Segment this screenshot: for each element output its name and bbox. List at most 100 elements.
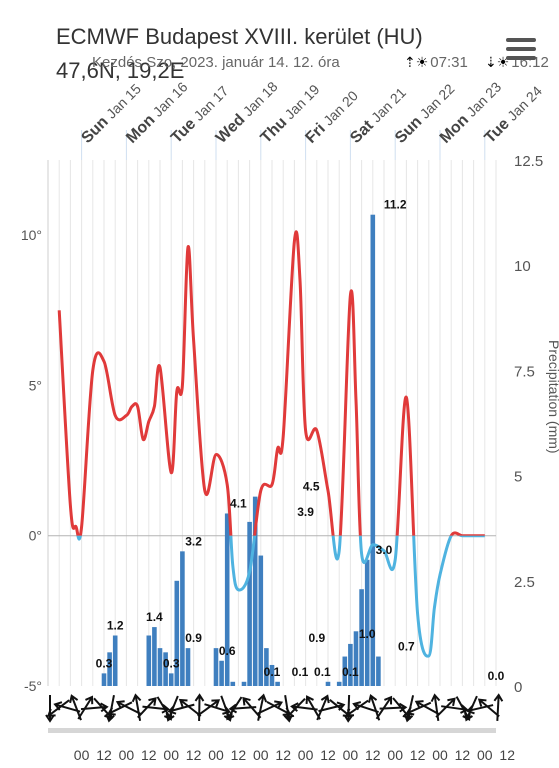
bar-value-label: 1.2 (107, 619, 124, 633)
precip-bar (107, 652, 112, 686)
sunset-icon: ⇣☀ (485, 54, 510, 70)
precip-bar (230, 681, 236, 686)
bar-value-label: 0.6 (219, 644, 236, 658)
wind-arrow (493, 693, 504, 722)
temperature-line-warm (57, 230, 485, 536)
wind-arrow (194, 693, 205, 722)
wind-arrow (45, 695, 55, 723)
bar-value-label: 0.3 (163, 656, 180, 670)
sunrise-info: ⇡☀ 07:31 (404, 54, 468, 71)
precip-bar (157, 648, 163, 686)
bar-value-label: 4.1 (230, 496, 247, 510)
y-right-axis-label: Precipitation (mm) (546, 340, 559, 454)
bar-value-label: 1.4 (146, 610, 163, 624)
coordinates: 47,6N, 19,2E (56, 58, 185, 83)
wind-arrow (414, 700, 440, 716)
wind-arrow (316, 694, 330, 721)
precip-bar (264, 648, 269, 686)
day-date: Jan 23 (463, 79, 504, 120)
day-date: Jan 20 (320, 87, 361, 128)
wind-arrow (435, 697, 456, 718)
sunrise-icon: ⇡☀ (404, 54, 429, 70)
y-left-tick-label: 10° (21, 227, 42, 243)
hour-tick-label: 12 (410, 747, 426, 763)
y-left-tick-label: -5° (24, 678, 42, 694)
hour-tick-label: 12 (365, 747, 381, 763)
bar-value-label: 4.5 (303, 480, 320, 494)
hour-tick-label: 00 (343, 747, 359, 763)
bar-value-label: 0.9 (185, 631, 202, 645)
y-right-tick-label: 12.5 (514, 153, 543, 170)
day-date: Jan 19 (281, 81, 322, 122)
wind-arrow (352, 701, 379, 713)
precip-bar (152, 627, 157, 686)
bar-value-label: 0.9 (308, 631, 325, 645)
y-right-tick-label: 5 (514, 469, 522, 486)
precip-bar (269, 664, 275, 686)
sunrise-time: 07:31 (430, 54, 468, 71)
wind-row-divider (48, 728, 496, 733)
bar-value-label: 0.1 (264, 665, 281, 679)
day-date: Jan 18 (240, 78, 281, 119)
day-date: Jan 16 (150, 79, 191, 120)
hour-tick-label: 00 (432, 747, 448, 763)
hour-tick-label: 12 (141, 747, 157, 763)
hour-tick-label: 12 (455, 747, 471, 763)
hour-tick-label: 12 (499, 747, 515, 763)
y-right-tick-label: 0 (514, 679, 522, 696)
y-left-tick-label: 5° (29, 377, 42, 393)
precip-bar (174, 580, 180, 686)
bar-value-label: 0.0 (488, 669, 505, 683)
wind-arrow (285, 697, 306, 719)
wind-arrow (53, 701, 81, 713)
day-date: Jan 17 (190, 83, 231, 124)
precip-bar (146, 635, 152, 686)
hour-tick-label: 00 (74, 747, 90, 763)
hour-tick-label: 00 (298, 747, 314, 763)
precip-bar (325, 681, 331, 686)
bar-value-label: 0.1 (342, 665, 359, 679)
bar-value-label: 1.0 (359, 627, 376, 641)
precip-bar (213, 648, 219, 686)
day-date: Jan 21 (368, 84, 409, 125)
precip-bar (163, 652, 168, 686)
precip-bar (336, 681, 342, 686)
hour-tick-label: 00 (477, 747, 493, 763)
bar-value-label: 0.1 (292, 665, 309, 679)
wind-arrow (466, 704, 494, 715)
hour-tick-label: 00 (119, 747, 135, 763)
wind-arrow (115, 700, 142, 715)
day-date: Jan 24 (504, 83, 545, 124)
precip-bar (342, 656, 348, 686)
bar-value-label: 3.2 (185, 534, 202, 548)
wind-arrow (343, 694, 354, 723)
hour-tick-label: 12 (186, 747, 202, 763)
precip-bar (224, 513, 230, 686)
hour-tick-label: 12 (275, 747, 291, 763)
hour-tick-label: 12 (320, 747, 336, 763)
bar-value-label: 3.0 (376, 543, 393, 557)
precip-bar (353, 631, 359, 686)
precip-bar (180, 551, 185, 686)
wind-arrow (257, 693, 268, 721)
hour-tick-label: 12 (231, 747, 247, 763)
precip-bar (252, 496, 258, 686)
precip-bar (275, 681, 280, 686)
wind-arrow (477, 698, 500, 718)
precip-bar (185, 648, 191, 686)
hamburger-menu-icon[interactable] (506, 38, 536, 62)
precip-bar (364, 559, 370, 686)
hour-tick-label: 12 (96, 747, 112, 763)
precip-bar (101, 673, 107, 686)
forecast-start-info: Kezdés Szo, 2023. január 14. 12. óra (92, 54, 340, 71)
precip-bar (241, 681, 247, 686)
precip-bar (168, 673, 174, 686)
hour-tick-label: 00 (387, 747, 403, 763)
wind-arrow (257, 700, 284, 715)
precip-bar (219, 660, 224, 686)
precip-bar (359, 589, 364, 686)
wind-arrow (305, 695, 321, 720)
wind-arrow (167, 703, 195, 715)
